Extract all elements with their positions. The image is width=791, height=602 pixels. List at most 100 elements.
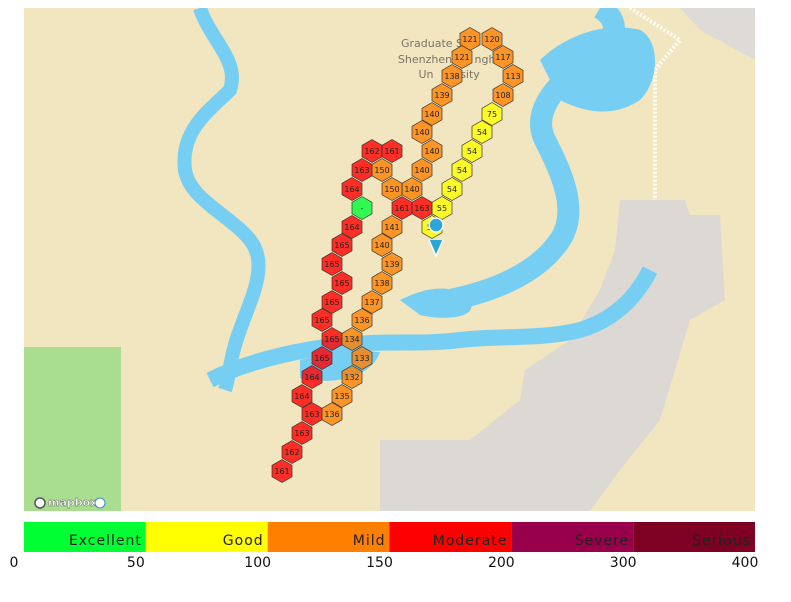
hex-cell[interactable] xyxy=(481,102,503,126)
legend-label: Moderate xyxy=(433,533,508,549)
hex-value: 132 xyxy=(344,373,359,382)
hex-value: 134 xyxy=(344,335,359,344)
scale-tick: 0 xyxy=(10,555,19,571)
hex-cell[interactable] xyxy=(321,402,343,426)
hex-cell[interactable] xyxy=(441,64,463,88)
hex-cell[interactable] xyxy=(411,158,433,182)
hex-value: 164 xyxy=(294,392,309,401)
hex-value: 139 xyxy=(384,260,399,269)
hex-cell[interactable] xyxy=(371,158,393,182)
legend-swatch xyxy=(633,522,755,552)
place-label: sity xyxy=(460,68,480,81)
hex-value: 163 xyxy=(304,410,319,419)
hex-cell[interactable] xyxy=(291,421,313,445)
hex-value: 165 xyxy=(314,316,329,325)
built-area xyxy=(680,8,755,60)
hex-cell[interactable] xyxy=(351,346,373,370)
hex-value: 161 xyxy=(274,467,289,476)
hex-value: 140 xyxy=(424,147,439,156)
hex-cell[interactable] xyxy=(311,308,333,332)
hex-cell[interactable] xyxy=(492,45,514,69)
hex-cell[interactable] xyxy=(381,215,403,239)
hex-value: 161 xyxy=(384,147,399,156)
hex-value: 163 xyxy=(414,204,429,213)
hex-value: 165 xyxy=(324,260,339,269)
hex-cell[interactable] xyxy=(321,252,343,276)
hex-cell[interactable] xyxy=(291,384,313,408)
hex-cell[interactable] xyxy=(381,177,403,201)
hex-cell[interactable] xyxy=(341,177,363,201)
park xyxy=(24,347,121,511)
hex-value: 164 xyxy=(344,223,359,232)
hex-value: 108 xyxy=(495,91,510,100)
location-pin[interactable] xyxy=(428,217,444,258)
hex-cell[interactable] xyxy=(321,290,343,314)
hex-cell[interactable] xyxy=(351,308,373,332)
hex-value: 163 xyxy=(354,166,369,175)
hex-value: 54 xyxy=(477,128,487,137)
mapbox-logo xyxy=(34,497,46,509)
hex-value: 165 xyxy=(314,354,329,363)
hex-value: 140 xyxy=(414,166,429,175)
hex-cell[interactable] xyxy=(371,233,393,257)
hex-cell[interactable] xyxy=(461,139,483,163)
hex-cell[interactable] xyxy=(361,290,383,314)
hex-cell[interactable] xyxy=(331,384,353,408)
legend-label: Excellent xyxy=(69,533,142,549)
hex-cell[interactable] xyxy=(301,365,323,389)
hex-cell[interactable] xyxy=(481,27,503,51)
hex-cell[interactable] xyxy=(331,233,353,257)
legend-label: Mild xyxy=(353,533,386,549)
scale-tick: 200 xyxy=(488,555,515,571)
hex-cell[interactable] xyxy=(411,196,433,220)
hex-cell[interactable] xyxy=(341,327,363,351)
hex-value: 141 xyxy=(384,223,399,232)
legend-swatch xyxy=(267,522,390,552)
hex-cell[interactable] xyxy=(311,346,333,370)
place-label: Graduate S xyxy=(401,37,463,50)
hex-cell[interactable] xyxy=(492,83,514,107)
hex-value: 140 xyxy=(404,185,419,194)
hex-value: 138 xyxy=(374,279,389,288)
legend: Excellent Good Mild Moderate Severe Serious 0 5… xyxy=(10,522,758,571)
hex-value: 165 xyxy=(334,241,349,250)
basemap xyxy=(24,8,755,511)
river xyxy=(206,266,658,388)
hex-cell[interactable] xyxy=(421,102,443,126)
hex-cell[interactable] xyxy=(351,196,373,220)
hex-cell[interactable] xyxy=(441,177,463,201)
hex-value: 136 xyxy=(324,410,339,419)
scale-tick: 50 xyxy=(127,555,145,571)
hex-value: 162 xyxy=(364,147,379,156)
hex-value: 165 xyxy=(324,298,339,307)
hex-cell[interactable] xyxy=(341,215,363,239)
map-labels: Graduate S Shenzhen ngh Un sity xyxy=(398,37,496,81)
hex-value: 165 xyxy=(324,335,339,344)
hex-value: 54 xyxy=(447,185,457,194)
hex-cell[interactable] xyxy=(411,120,433,144)
hex-cell[interactable] xyxy=(331,271,353,295)
hex-cell[interactable] xyxy=(371,271,393,295)
attribution[interactable]: mapbox xyxy=(48,496,98,509)
hex-value: 120 xyxy=(484,35,499,44)
hex-cell[interactable] xyxy=(451,158,473,182)
hex-cell[interactable] xyxy=(281,440,303,464)
hex-cell[interactable] xyxy=(271,459,293,483)
hex-value: 150 xyxy=(374,166,389,175)
hex-value: 162 xyxy=(284,448,299,457)
hex-cell[interactable] xyxy=(451,45,473,69)
hex-cell[interactable] xyxy=(341,365,363,389)
hex-value: 54 xyxy=(457,166,467,175)
hex-cell[interactable] xyxy=(471,120,493,144)
scale-tick: 150 xyxy=(366,555,393,571)
hex-cell[interactable] xyxy=(431,83,453,107)
hex-cell[interactable] xyxy=(381,139,403,163)
hex-cell[interactable] xyxy=(502,64,524,88)
hex-cell[interactable] xyxy=(381,252,403,276)
hex-cell[interactable] xyxy=(421,139,443,163)
lake xyxy=(540,27,655,112)
info-button[interactable] xyxy=(94,497,106,509)
road xyxy=(628,8,683,200)
place-label: ngh xyxy=(475,53,496,66)
